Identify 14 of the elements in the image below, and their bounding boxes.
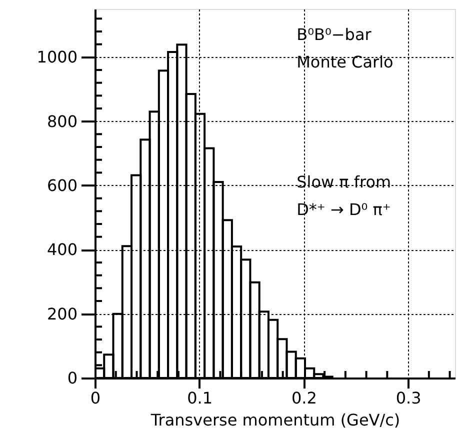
y-tick-label: 0 — [67, 368, 78, 388]
x-tick-label: 0 — [90, 388, 101, 408]
x-axis-title: Transverse momentum (GeV/c) — [150, 410, 400, 430]
annotation: Monte Carlo — [296, 52, 394, 72]
y-tick-label: 600 — [46, 176, 78, 195]
x-tick-label: 0.1 — [187, 388, 213, 408]
y-tick-label: 800 — [46, 112, 78, 131]
y-tick-label: 200 — [46, 304, 78, 324]
annotation: B⁰B⁰−bar — [296, 24, 372, 44]
y-tick-label: 1000 — [36, 48, 78, 67]
y-tick-label: 400 — [46, 240, 78, 260]
x-tick-label: 0.2 — [291, 388, 317, 408]
x-tick-label: 0.3 — [396, 388, 422, 408]
annotation: D*⁺ → D⁰ π⁺ — [296, 200, 391, 220]
